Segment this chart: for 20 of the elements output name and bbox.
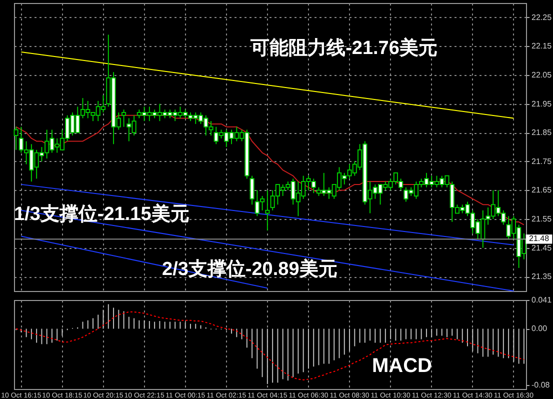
candlestick	[250, 175, 254, 206]
y-tick-label: 0.041	[532, 296, 552, 304]
y-tick-label: 0.00	[532, 324, 548, 334]
candlestick	[121, 109, 126, 128]
y-tick-label: 21.95	[532, 99, 552, 108]
annotation: 可能阻力线-21.76美元	[250, 37, 438, 59]
y-tick-label: 21.85	[532, 128, 552, 138]
y-tick-label: 21.65	[532, 186, 552, 195]
y-tick-label: 21.45	[532, 243, 552, 252]
annotation: MACD	[372, 355, 432, 377]
y-tick-label: 22.05	[532, 70, 552, 80]
y-tick-label: 21.55	[532, 214, 552, 224]
y-tick-label: -0.08	[532, 380, 550, 390]
y-tick-label: 22.15	[532, 42, 552, 51]
y-tick-label: 21.75	[532, 156, 552, 166]
y-tick-label: 21.35	[532, 272, 552, 282]
y-tick-label: 22.25	[532, 12, 552, 22]
line-series	[16, 311, 524, 380]
ref-line-label: 21.48	[529, 234, 550, 244]
candlestick	[265, 190, 270, 232]
